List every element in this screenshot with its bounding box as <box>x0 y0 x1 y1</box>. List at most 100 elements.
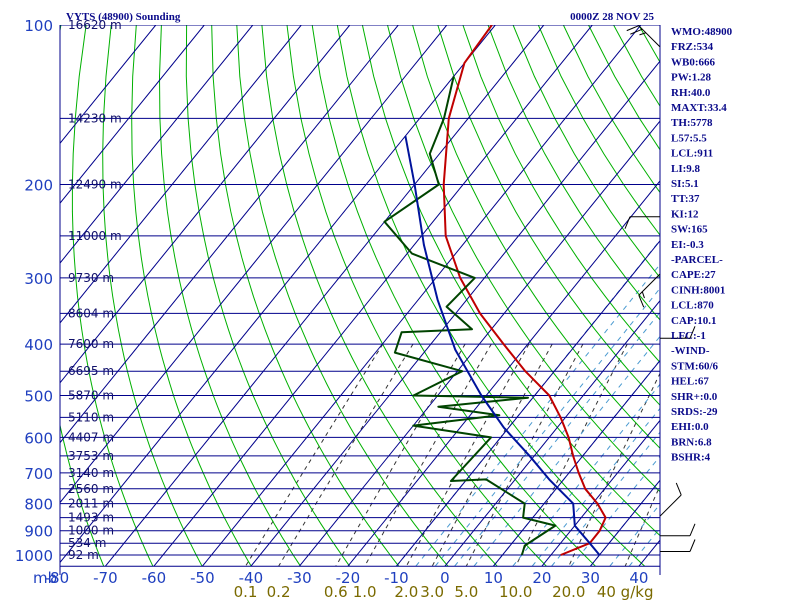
index-item: SHR+:0.0 <box>671 391 718 403</box>
dry-adiabat-line <box>102 25 203 567</box>
pressure-tick-label: 300 <box>24 270 53 288</box>
height-label: 92 m <box>68 548 99 562</box>
mixing-ratio-line <box>278 343 414 567</box>
pressure-tick-label: 900 <box>24 523 53 541</box>
moist-adiabat-line <box>454 311 660 567</box>
index-item: WB0:666 <box>671 56 716 68</box>
mixing-ratio-line <box>405 343 530 567</box>
index-item: SW:165 <box>671 224 708 236</box>
mixing-ratio-lines <box>245 343 660 567</box>
wind-barb <box>660 523 696 537</box>
temperature-tick-label: -10 <box>384 569 409 587</box>
isotherm-line <box>60 25 448 504</box>
pressure-tick-label: 1000 <box>15 547 53 565</box>
mixing-ratio-tick-label: 2.0 <box>394 583 418 600</box>
moist-adiabat-line <box>512 383 660 567</box>
dry-adiabat-line <box>462 25 660 364</box>
temperature-tick-label: -70 <box>93 569 118 587</box>
isotherm-line <box>493 359 660 567</box>
dry-adiabat-line <box>185 25 351 567</box>
dewpoint-trace <box>383 76 557 556</box>
mixing-ratio-tick-label: 0.1 <box>234 583 258 600</box>
isotherm-line <box>153 25 593 567</box>
index-item: SRDS:-29 <box>671 406 718 418</box>
pressure-tick-label: 500 <box>24 387 53 405</box>
height-label: 2011 m <box>68 497 114 511</box>
isotherm-line <box>60 25 496 564</box>
pressure-tick-label: 100 <box>24 17 53 35</box>
wind-barb-half-flag <box>684 332 689 339</box>
wind-barb-flag <box>626 25 639 32</box>
index-item: KI:12 <box>671 208 699 220</box>
index-item: PW:1.28 <box>671 72 712 84</box>
height-label: 1493 m <box>68 511 114 525</box>
index-item: RH:40.0 <box>671 87 711 99</box>
isotherm-line <box>202 25 642 567</box>
mixing-ratio-line <box>335 343 466 567</box>
index-item: LCL:911 <box>671 148 713 160</box>
wind-barb-flag <box>630 28 643 35</box>
height-label: 8604 m <box>68 306 114 320</box>
index-item: FRZ:534 <box>671 41 714 53</box>
height-label: 11000 m <box>68 229 122 243</box>
height-label: 16620 m <box>68 18 122 32</box>
pressure-tick-label: 600 <box>24 429 53 447</box>
index-item: SI:5.1 <box>671 178 699 190</box>
index-item: LI:9.8 <box>671 163 701 175</box>
wind-barb <box>624 216 660 229</box>
wind-barb-flag <box>675 482 682 496</box>
isotherm-line <box>105 25 545 567</box>
isotherm-line <box>60 25 254 264</box>
pressure-labels: 100 200 300 400 500 600 700 800 900 1000 <box>15 17 53 565</box>
height-label: 2560 m <box>68 482 114 496</box>
dry-adiabat-line <box>412 25 660 449</box>
dry-adiabat-line <box>261 25 498 567</box>
index-item: CAPE:27 <box>671 269 716 281</box>
dry-adiabat-line <box>387 25 660 493</box>
valid-time: 0000Z 28 NOV 25 <box>570 11 654 23</box>
mixing-ratio-tick-label: 5.0 <box>454 583 478 600</box>
isotherm-line <box>299 120 660 567</box>
index-item: L57:5.5 <box>671 132 707 144</box>
index-item: -WIND- <box>671 345 710 357</box>
height-label: 534 m <box>68 536 106 550</box>
pressure-tick-label: 800 <box>24 496 53 514</box>
moist-adiabat-line <box>551 431 660 567</box>
height-label: 3140 m <box>68 466 114 480</box>
chart-title: VYTS (48900) Sounding <box>66 11 181 23</box>
index-item: EI:-0.3 <box>671 239 704 251</box>
isotherm-line <box>60 25 302 324</box>
mixing-ratio-tick-label: 40 g/kg <box>597 583 654 600</box>
index-item: WMO:48900 <box>671 26 733 38</box>
dry-adiabat-line <box>311 25 596 567</box>
isotherms <box>60 25 660 567</box>
dry-adiabat-line <box>236 25 449 567</box>
temperature-tick-label: -50 <box>190 569 215 587</box>
temperature-tick-label: -60 <box>142 569 167 587</box>
moist-adiabat-line <box>628 527 660 567</box>
dry-adiabat-line <box>286 25 547 567</box>
mixing-ratio-line <box>364 343 492 567</box>
index-item: BSHR:4 <box>671 452 711 464</box>
index-item: LCL:870 <box>671 300 714 312</box>
wind-barb <box>638 273 661 308</box>
index-item: TT:37 <box>671 193 700 205</box>
dry-adiabat-line <box>437 25 660 406</box>
wind-barb-flag <box>638 295 645 308</box>
height-label: 12490 m <box>68 178 122 192</box>
wind-barb-half-flag <box>639 32 647 36</box>
index-item: LFC:-1 <box>671 330 706 342</box>
mixing-ratio-tick-label: 3.0 <box>420 583 444 600</box>
mixing-ratio-line <box>568 372 660 567</box>
mixing-ratio-line <box>624 484 660 567</box>
height-label: 5110 m <box>68 410 114 424</box>
mixing-ratio-line <box>431 343 553 567</box>
mixing-ratio-tick-label: 20.0 <box>552 583 585 600</box>
index-item: HEL:67 <box>671 376 709 388</box>
isobars <box>60 25 660 567</box>
mixing-ratio-tick-label: 1.0 <box>353 583 377 600</box>
mixing-ratio-tick-label: 0.2 <box>267 583 291 600</box>
wind-barb <box>626 25 661 48</box>
temperature-tick-label: -80 <box>45 569 70 587</box>
